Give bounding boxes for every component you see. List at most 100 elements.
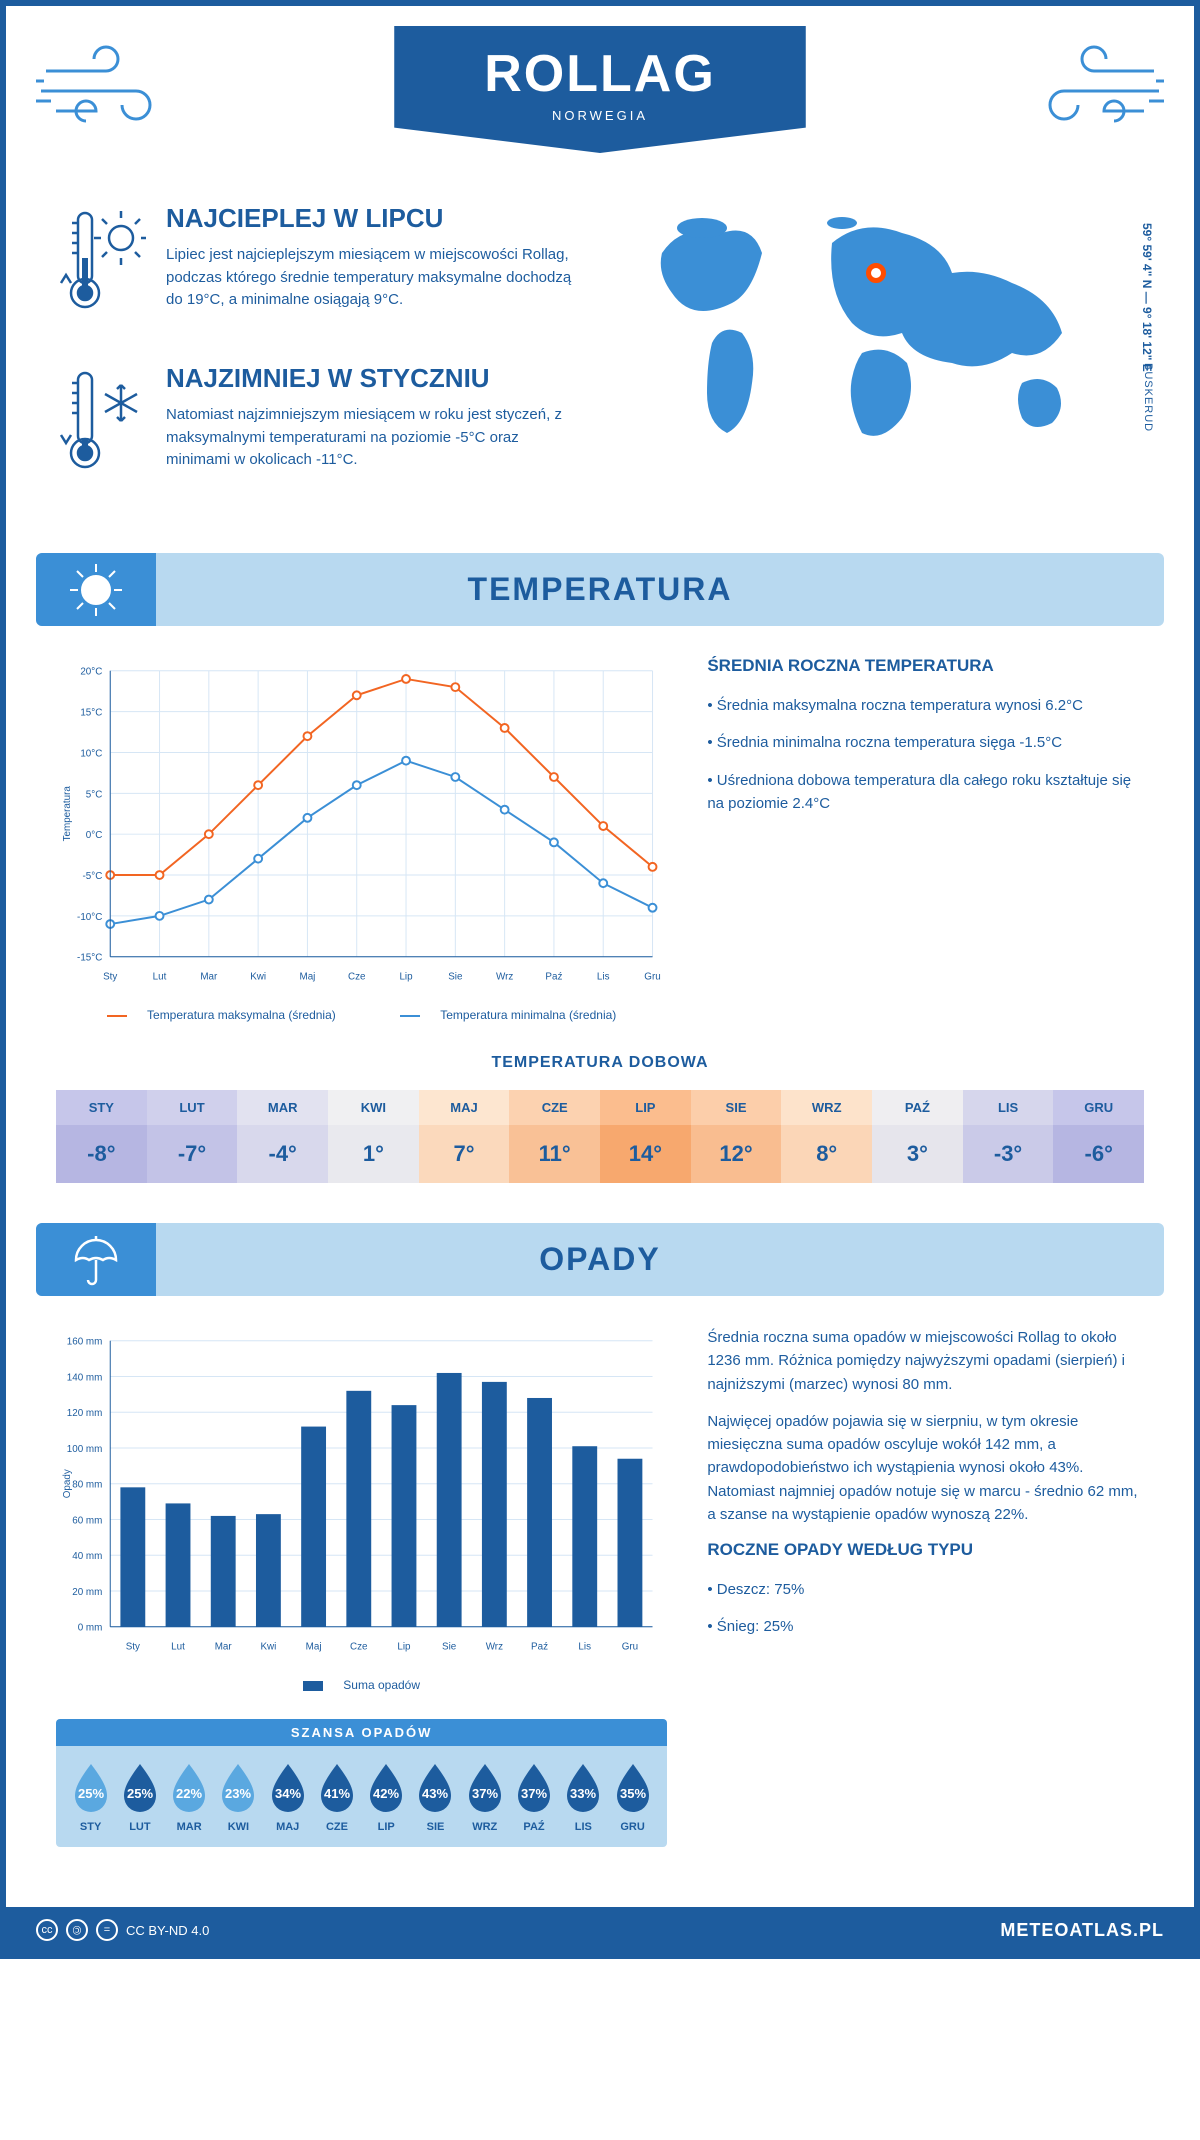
svg-text:33%: 33% [570,1786,596,1801]
svg-text:Sty: Sty [126,1642,140,1653]
svg-text:100 mm: 100 mm [67,1444,103,1455]
svg-text:Mar: Mar [215,1642,233,1653]
chance-drop: 37%WRZ [463,1760,507,1833]
chance-drop: 22%MAR [167,1760,211,1833]
svg-text:Gru: Gru [622,1642,638,1653]
fact-text: Natomiast najzimniejszym miesiącem w rok… [166,404,580,472]
svg-text:0°C: 0°C [86,830,103,841]
temp-cell: MAR -4° [237,1090,328,1183]
wind-icon [36,36,186,141]
svg-text:Paź: Paź [531,1642,548,1653]
chance-drop: 33%LIS [561,1760,605,1833]
legend-min: Temperatura minimalna (średnia) [440,1008,616,1022]
chart-legend: Suma opadów [56,1676,667,1694]
temp-cell: STY -8° [56,1090,147,1183]
thermometer-sun-icon [56,203,146,328]
chance-drop: 43%SIE [413,1760,457,1833]
precip-chart-container: 0 mm20 mm40 mm60 mm80 mm100 mm120 mm140 … [56,1326,667,1847]
temp-cell: WRZ 8° [781,1090,872,1183]
section-header-precip: OPADY [36,1223,1164,1296]
svg-text:Lut: Lut [153,971,167,982]
svg-text:23%: 23% [225,1786,251,1801]
map-column: 59° 59' 4" N — 9° 18' 12" E BUSKERUD [620,203,1144,523]
svg-text:20 mm: 20 mm [72,1587,102,1598]
info-title: ŚREDNIA ROCZNA TEMPERATURA [707,656,1144,676]
temp-cell: GRU -6° [1053,1090,1144,1183]
svg-text:140 mm: 140 mm [67,1373,103,1384]
svg-text:Paź: Paź [545,971,562,982]
legend-precip: Suma opadów [343,1678,420,1692]
svg-text:20°C: 20°C [80,667,102,678]
chance-drop: 25%STY [69,1760,113,1833]
temp-cell: KWI 1° [328,1090,419,1183]
svg-text:Lip: Lip [399,971,413,982]
svg-text:Wrz: Wrz [496,971,513,982]
svg-text:Sie: Sie [448,971,463,982]
license-text: CC BY-ND 4.0 [126,1923,209,1938]
city-name: ROLLAG [484,44,716,104]
svg-text:120 mm: 120 mm [67,1408,103,1419]
chance-drop: 41%CZE [315,1760,359,1833]
temperature-row: -15°C-10°C-5°C0°C5°C10°C15°C20°CStyLutMa… [6,656,1194,1054]
top-section: NAJCIEPLEJ W LIPCU Lipiec jest najcieple… [6,203,1194,553]
chance-title: SZANSA OPADÓW [56,1719,667,1746]
svg-text:Maj: Maj [299,971,315,982]
svg-text:Mar: Mar [200,971,218,982]
chance-drop: 25%LUT [118,1760,162,1833]
precipitation-bar-chart: 0 mm20 mm40 mm60 mm80 mm100 mm120 mm140 … [56,1326,667,1661]
svg-text:Lip: Lip [397,1642,411,1653]
chance-drop: 34%MAJ [266,1760,310,1833]
annual-temp-item: Średnia minimalna roczna temperatura się… [707,731,1144,754]
svg-text:43%: 43% [422,1786,448,1801]
section-title: OPADY [36,1241,1164,1278]
license-block: cc 🄯 = CC BY-ND 4.0 [36,1919,209,1941]
daily-temp-table: STY -8°LUT -7°MAR -4°KWI 1°MAJ 7°CZE 11°… [56,1090,1144,1183]
fact-warmest: NAJCIEPLEJ W LIPCU Lipiec jest najcieple… [56,203,580,328]
precip-p2: Najwięcej opadów pojawia się w sierpniu,… [707,1410,1144,1526]
thermometer-snow-icon [56,363,146,488]
temp-cell: CZE 11° [509,1090,600,1183]
temp-cell: MAJ 7° [419,1090,510,1183]
by-icon: 🄯 [66,1919,88,1941]
fact-title: NAJZIMNIEJ W STYCZNIU [166,363,580,394]
world-map [620,203,1144,463]
country-name: NORWEGIA [484,108,716,123]
header: ROLLAG NORWEGIA [6,6,1194,203]
svg-text:34%: 34% [275,1786,301,1801]
svg-text:10°C: 10°C [80,748,102,759]
svg-text:15°C: 15°C [80,708,102,719]
precip-type-list: Deszcz: 75%Śnieg: 25% [707,1578,1144,1639]
svg-text:Sty: Sty [103,971,117,982]
temp-cell: PAŹ 3° [872,1090,963,1183]
svg-text:37%: 37% [472,1786,498,1801]
chance-drop: 42%LIP [364,1760,408,1833]
svg-text:-15°C: -15°C [77,953,102,964]
temp-chart-container: -15°C-10°C-5°C0°C5°C10°C15°C20°CStyLutMa… [56,656,667,1024]
nd-icon: = [96,1919,118,1941]
footer: cc 🄯 = CC BY-ND 4.0 METEOATLAS.PL [6,1907,1194,1953]
chance-of-precip: SZANSA OPADÓW 25%STY25%LUT22%MAR23%KWI34… [56,1719,667,1847]
annual-temp-list: Średnia maksymalna roczna temperatura wy… [707,694,1144,815]
chance-drops: 25%STY25%LUT22%MAR23%KWI34%MAJ41%CZE42%L… [56,1746,667,1847]
chance-drop: 37%PAŹ [512,1760,556,1833]
section-header-temperature: TEMPERATURA [36,553,1164,626]
svg-text:Opady: Opady [62,1469,73,1498]
facts-column: NAJCIEPLEJ W LIPCU Lipiec jest najcieple… [56,203,580,523]
svg-text:Lut: Lut [171,1642,185,1653]
svg-text:Temperatura: Temperatura [62,786,73,842]
svg-text:5°C: 5°C [86,789,103,800]
section-title: TEMPERATURA [36,571,1164,608]
precip-row: 0 mm20 mm40 mm60 mm80 mm100 mm120 mm140 … [6,1326,1194,1877]
chance-drop: 35%GRU [611,1760,655,1833]
svg-text:160 mm: 160 mm [67,1337,103,1348]
svg-text:80 mm: 80 mm [72,1480,102,1491]
cc-icon: cc [36,1919,58,1941]
svg-text:22%: 22% [176,1786,202,1801]
umbrella-icon [36,1223,156,1296]
svg-text:60 mm: 60 mm [72,1516,102,1527]
temperature-line-chart: -15°C-10°C-5°C0°C5°C10°C15°C20°CStyLutMa… [56,656,667,991]
chance-drop: 23%KWI [216,1760,260,1833]
precip-type-title: ROCZNE OPADY WEDŁUG TYPU [707,1540,1144,1560]
legend-max: Temperatura maksymalna (średnia) [147,1008,336,1022]
svg-text:Kwi: Kwi [250,971,266,982]
